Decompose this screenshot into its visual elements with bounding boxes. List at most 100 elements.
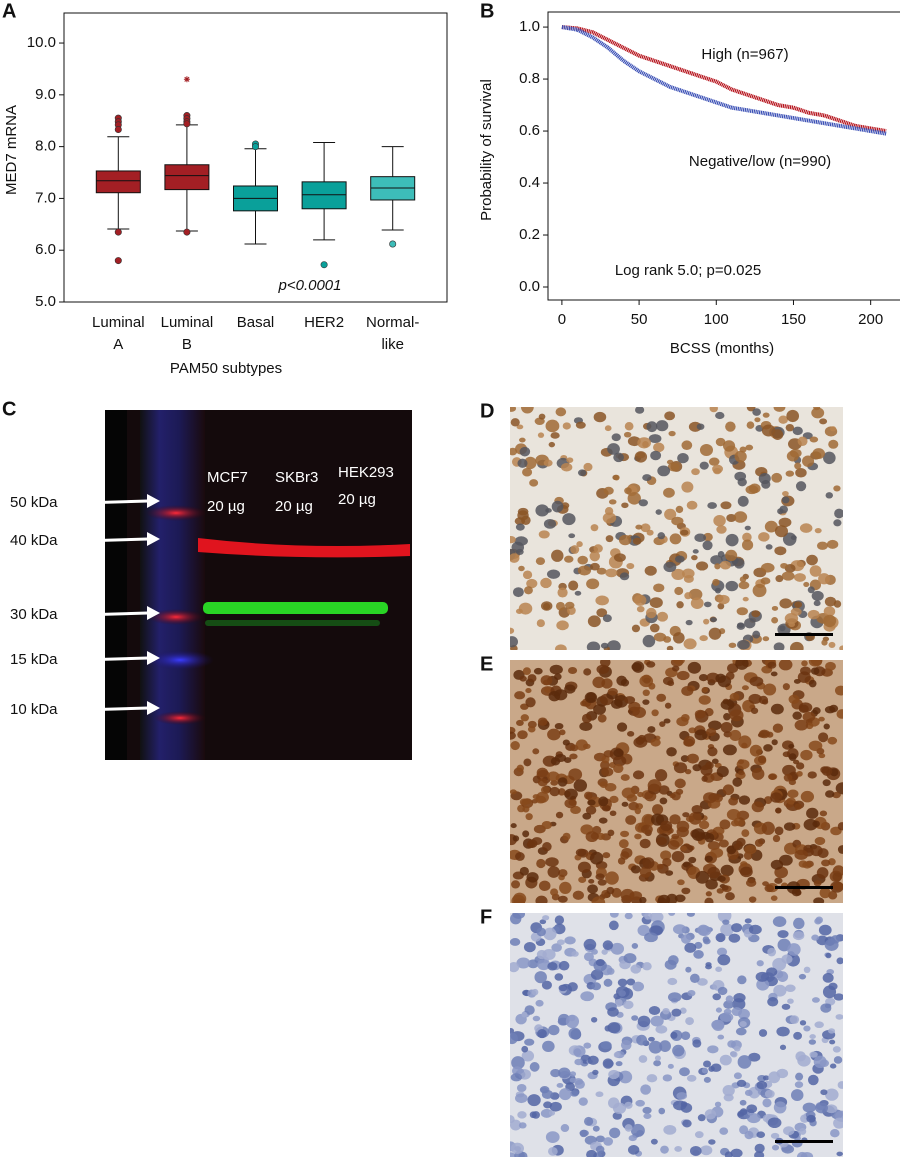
nucleus (510, 1028, 515, 1034)
nucleus (758, 532, 770, 542)
nucleus (620, 678, 630, 687)
nucleus (710, 1063, 722, 1072)
nucleus (608, 499, 617, 505)
nucleus (639, 675, 654, 688)
nucleus (714, 1101, 722, 1108)
nucleus (771, 1144, 780, 1151)
x-tick-label: 100 (704, 311, 729, 328)
nucleus (559, 1088, 572, 1101)
nucleus (745, 444, 754, 451)
nucleus (643, 1113, 652, 1119)
nucleus (730, 1051, 738, 1058)
nucleus (591, 982, 602, 991)
y-tick-label: 5.0 (35, 293, 56, 310)
nucleus (744, 1130, 754, 1140)
nucleus (630, 865, 641, 874)
nucleus (510, 938, 521, 946)
nucleus (782, 491, 789, 497)
nucleus (783, 773, 793, 782)
nucleus (771, 472, 783, 483)
nucleus (558, 960, 570, 971)
nucleus (744, 525, 751, 531)
nucleus (739, 1099, 747, 1106)
nucleus (607, 443, 620, 455)
nucleus (694, 941, 703, 949)
nucleus (748, 693, 762, 704)
nucleus (829, 1039, 836, 1045)
nucleus (738, 735, 752, 749)
nucleus (663, 561, 677, 573)
nucleus (818, 924, 832, 936)
nucleus (705, 727, 717, 737)
nucleus (647, 726, 656, 733)
nucleus (547, 1146, 558, 1156)
nucleus (615, 1061, 623, 1067)
panel-letter: B (480, 0, 494, 22)
nucleus (714, 762, 722, 768)
nucleus (619, 572, 630, 581)
nucleus (748, 896, 757, 903)
nucleus (551, 500, 564, 513)
nucleus (719, 560, 731, 570)
nucleus (803, 966, 811, 974)
annotation: p<0.0001 (278, 277, 342, 294)
nucleus (834, 685, 843, 696)
nucleus (658, 785, 670, 795)
nucleus (634, 807, 642, 815)
annotation: Negative/low (n=990) (689, 153, 831, 170)
nucleus (785, 984, 796, 993)
nucleus (557, 1017, 569, 1026)
nucleus (642, 825, 649, 830)
nucleus (535, 999, 544, 1007)
nucleus (799, 1127, 807, 1135)
nucleus (676, 601, 684, 609)
nucleus (522, 570, 533, 580)
nucleus (705, 891, 712, 897)
band (205, 620, 380, 626)
nucleus (609, 810, 617, 817)
nucleus (647, 779, 662, 792)
nucleus (523, 758, 532, 767)
nucleus (562, 422, 571, 430)
nucleus (510, 789, 517, 795)
nucleus (723, 1093, 734, 1102)
marker-label: 10 kDa (10, 701, 58, 718)
extreme (183, 76, 190, 83)
nucleus (546, 569, 561, 579)
nucleus (737, 975, 747, 985)
nucleus (596, 832, 605, 841)
nucleus (773, 407, 786, 412)
nucleus (631, 624, 641, 633)
nucleus (671, 516, 684, 526)
y-tick-label: 0.8 (519, 70, 540, 87)
nucleus (591, 948, 598, 955)
nucleus (534, 971, 547, 984)
nucleus (770, 859, 784, 870)
nucleus (781, 496, 790, 504)
nucleus (568, 1027, 581, 1040)
nucleus (690, 597, 704, 609)
nucleus (604, 425, 612, 432)
nucleus (589, 851, 604, 865)
nucleus (772, 723, 784, 733)
nucleus (814, 836, 826, 846)
nucleus (642, 474, 652, 482)
nucleus (650, 738, 661, 747)
nucleus (601, 805, 611, 812)
nucleus (762, 1075, 770, 1081)
outlier (114, 257, 122, 265)
arrow-head (147, 651, 160, 665)
arrow-shaft (79, 706, 149, 712)
nucleus (768, 1071, 781, 1084)
nucleus (737, 1055, 752, 1069)
nucleus (600, 1041, 612, 1050)
nucleus (573, 1078, 584, 1085)
nucleus (725, 671, 735, 680)
nucleus (583, 1116, 594, 1126)
nucleus (707, 866, 721, 879)
x-tick-label: Basal (237, 314, 275, 331)
nucleus (725, 533, 739, 547)
nucleus (644, 932, 658, 943)
nucleus (519, 446, 531, 457)
nucleus (765, 544, 773, 550)
